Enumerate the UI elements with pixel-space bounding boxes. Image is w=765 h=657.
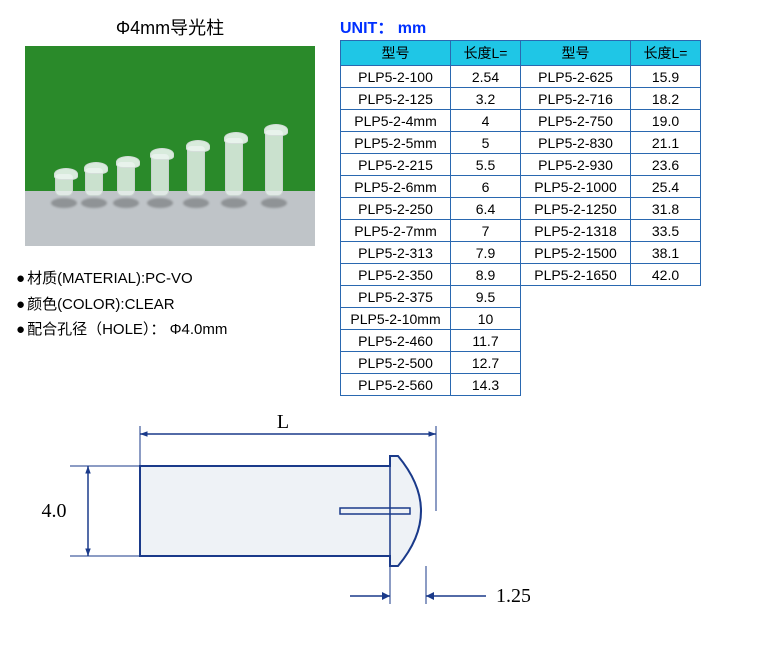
- table-cell: 6.4: [451, 198, 521, 220]
- table-row: PLP5-2-1253.2PLP5-2-71618.2: [341, 88, 701, 110]
- product-photo: [25, 46, 315, 246]
- table-cell: PLP5-2-125: [341, 88, 451, 110]
- table-row: PLP5-2-1002.54PLP5-2-62515.9: [341, 66, 701, 88]
- table-cell: PLP5-2-625: [521, 66, 631, 88]
- svg-text:4.0: 4.0: [42, 500, 67, 522]
- table-cell: PLP5-2-375: [341, 286, 451, 308]
- table-cell: 9.5: [451, 286, 521, 308]
- table-cell: PLP5-2-6mm: [341, 176, 451, 198]
- table-cell: 25.4: [631, 176, 701, 198]
- spec-color: 颜色(COLOR):CLEAR: [16, 292, 330, 318]
- table-cell: [521, 308, 631, 330]
- table-row: PLP5-2-10mm10: [341, 308, 701, 330]
- table-cell: PLP5-2-750: [521, 110, 631, 132]
- parts-table: 型号长度L=型号长度L= PLP5-2-1002.54PLP5-2-62515.…: [340, 40, 701, 396]
- table-cell: 2.54: [451, 66, 521, 88]
- table-row: PLP5-2-6mm6PLP5-2-100025.4: [341, 176, 701, 198]
- table-row: PLP5-2-56014.3: [341, 374, 701, 396]
- table-cell: PLP5-2-830: [521, 132, 631, 154]
- table-cell: 6: [451, 176, 521, 198]
- table-row: PLP5-2-5mm5PLP5-2-83021.1: [341, 132, 701, 154]
- table-cell: 31.8: [631, 198, 701, 220]
- table-cell: 15.9: [631, 66, 701, 88]
- unit-label: UNIT： mm: [340, 14, 755, 38]
- table-cell: PLP5-2-1500: [521, 242, 631, 264]
- table-cell: 5: [451, 132, 521, 154]
- table-header: 长度L=: [451, 41, 521, 66]
- table-cell: PLP5-2-1650: [521, 264, 631, 286]
- table-cell: 11.7: [451, 330, 521, 352]
- table-cell: 33.5: [631, 220, 701, 242]
- table-row: PLP5-2-7mm7PLP5-2-131833.5: [341, 220, 701, 242]
- table-header: 型号: [341, 41, 451, 66]
- table-cell: [521, 352, 631, 374]
- table-cell: 7.9: [451, 242, 521, 264]
- table-cell: PLP5-2-460: [341, 330, 451, 352]
- table-cell: PLP5-2-215: [341, 154, 451, 176]
- spec-material: 材质(MATERIAL):PC-VO: [16, 266, 330, 292]
- table-cell: PLP5-2-5mm: [341, 132, 451, 154]
- table-cell: PLP5-2-313: [341, 242, 451, 264]
- table-cell: PLP5-2-930: [521, 154, 631, 176]
- table-cell: PLP5-2-100: [341, 66, 451, 88]
- table-row: PLP5-2-3759.5: [341, 286, 701, 308]
- table-cell: [631, 286, 701, 308]
- table-cell: 23.6: [631, 154, 701, 176]
- table-cell: PLP5-2-1250: [521, 198, 631, 220]
- table-cell: [631, 330, 701, 352]
- table-header-row: 型号长度L=型号长度L=: [341, 41, 701, 66]
- table-cell: 14.3: [451, 374, 521, 396]
- table-cell: PLP5-2-500: [341, 352, 451, 374]
- table-cell: PLP5-2-1318: [521, 220, 631, 242]
- table-cell: PLP5-2-1000: [521, 176, 631, 198]
- table-row: PLP5-2-46011.7: [341, 330, 701, 352]
- svg-text:L: L: [277, 411, 289, 433]
- table-cell: [631, 352, 701, 374]
- table-cell: 42.0: [631, 264, 701, 286]
- table-cell: 18.2: [631, 88, 701, 110]
- table-cell: 19.0: [631, 110, 701, 132]
- table-cell: PLP5-2-560: [341, 374, 451, 396]
- table-cell: 8.9: [451, 264, 521, 286]
- table-cell: 10: [451, 308, 521, 330]
- table-header: 长度L=: [631, 41, 701, 66]
- table-cell: PLP5-2-350: [341, 264, 451, 286]
- table-cell: 4: [451, 110, 521, 132]
- table-cell: PLP5-2-716: [521, 88, 631, 110]
- table-cell: [521, 374, 631, 396]
- table-cell: 7: [451, 220, 521, 242]
- table-cell: [521, 286, 631, 308]
- table-cell: 3.2: [451, 88, 521, 110]
- table-cell: PLP5-2-4mm: [341, 110, 451, 132]
- table-cell: 5.5: [451, 154, 521, 176]
- table-cell: PLP5-2-10mm: [341, 308, 451, 330]
- table-row: PLP5-2-4mm4PLP5-2-75019.0: [341, 110, 701, 132]
- table-row: PLP5-2-2155.5PLP5-2-93023.6: [341, 154, 701, 176]
- spec-hole: 配合孔径（HOLE）： Φ4.0mm: [16, 317, 330, 343]
- table-row: PLP5-2-2506.4PLP5-2-125031.8: [341, 198, 701, 220]
- table-row: PLP5-2-3137.9PLP5-2-150038.1: [341, 242, 701, 264]
- table-cell: [631, 308, 701, 330]
- table-cell: [631, 374, 701, 396]
- table-header: 型号: [521, 41, 631, 66]
- table-row: PLP5-2-3508.9PLP5-2-165042.0: [341, 264, 701, 286]
- page-title: Φ4mm导光柱: [10, 14, 330, 40]
- table-cell: 21.1: [631, 132, 701, 154]
- table-cell: PLP5-2-7mm: [341, 220, 451, 242]
- table-cell: 38.1: [631, 242, 701, 264]
- table-cell: [521, 330, 631, 352]
- spec-list: 材质(MATERIAL):PC-VO 颜色(COLOR):CLEAR 配合孔径（…: [10, 266, 330, 343]
- table-row: PLP5-2-50012.7: [341, 352, 701, 374]
- table-cell: PLP5-2-250: [341, 198, 451, 220]
- svg-text:1.25: 1.25: [496, 585, 530, 607]
- table-cell: 12.7: [451, 352, 521, 374]
- dimension-diagram: L 4.0 1.25: [10, 406, 755, 616]
